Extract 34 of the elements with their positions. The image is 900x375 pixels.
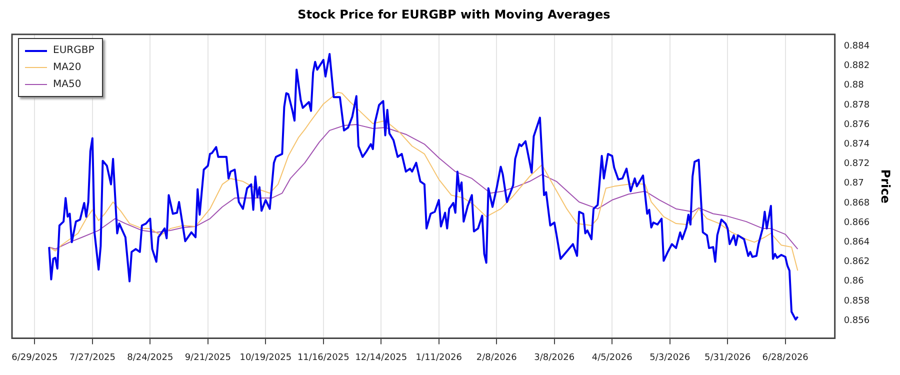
x-tick-label: 3/8/2026 [534, 352, 575, 363]
x-tick-label: 9/21/2025 [184, 352, 231, 363]
y-tick-label: 0.858 [844, 296, 870, 306]
x-tick-label: 11/16/2025 [297, 352, 350, 363]
x-tick-label: 10/19/2025 [240, 352, 292, 363]
y-tick-label: 0.876 [844, 120, 870, 130]
y-tick-label: 0.884 [844, 42, 870, 52]
y-tick-label: 0.856 [844, 316, 870, 326]
legend-label: MA20 [53, 62, 82, 73]
y-tick-label: 0.88 [844, 80, 864, 91]
x-tick-label: 5/31/2026 [704, 352, 751, 363]
y-tick-label: 0.866 [844, 218, 870, 228]
y-tick-label: 0.86 [844, 276, 864, 287]
y-tick-label: 0.868 [844, 198, 870, 208]
y-tick-label: 0.872 [844, 159, 870, 170]
legend-label: MA50 [53, 79, 82, 90]
x-tick-label: 1/11/2026 [416, 352, 462, 363]
x-tick-label: 2/8/2026 [476, 352, 518, 363]
y-tick-label: 0.878 [844, 100, 870, 110]
x-tick-label: 7/27/2025 [69, 352, 116, 363]
y-tick-label: 0.862 [844, 257, 870, 268]
y-tick-label: 0.87 [844, 178, 864, 189]
x-tick-label: 6/29/2025 [12, 352, 58, 363]
legend-label: EURGBP [53, 45, 94, 56]
y-tick-label: 0.874 [844, 140, 870, 150]
y-tick-label: 0.864 [844, 238, 870, 248]
x-tick-label: 6/28/2026 [762, 352, 809, 363]
x-tick-label: 5/3/2026 [650, 352, 690, 363]
chart-title: Stock Price for EURGBP with Moving Averages [298, 7, 610, 22]
x-tick-label: 4/5/2026 [592, 352, 633, 363]
x-tick-label: 8/24/2025 [127, 352, 174, 363]
y-axis-title: Price [878, 169, 893, 204]
x-tick-label: 12/14/2025 [355, 352, 408, 363]
y-tick-label: 0.882 [844, 61, 870, 72]
